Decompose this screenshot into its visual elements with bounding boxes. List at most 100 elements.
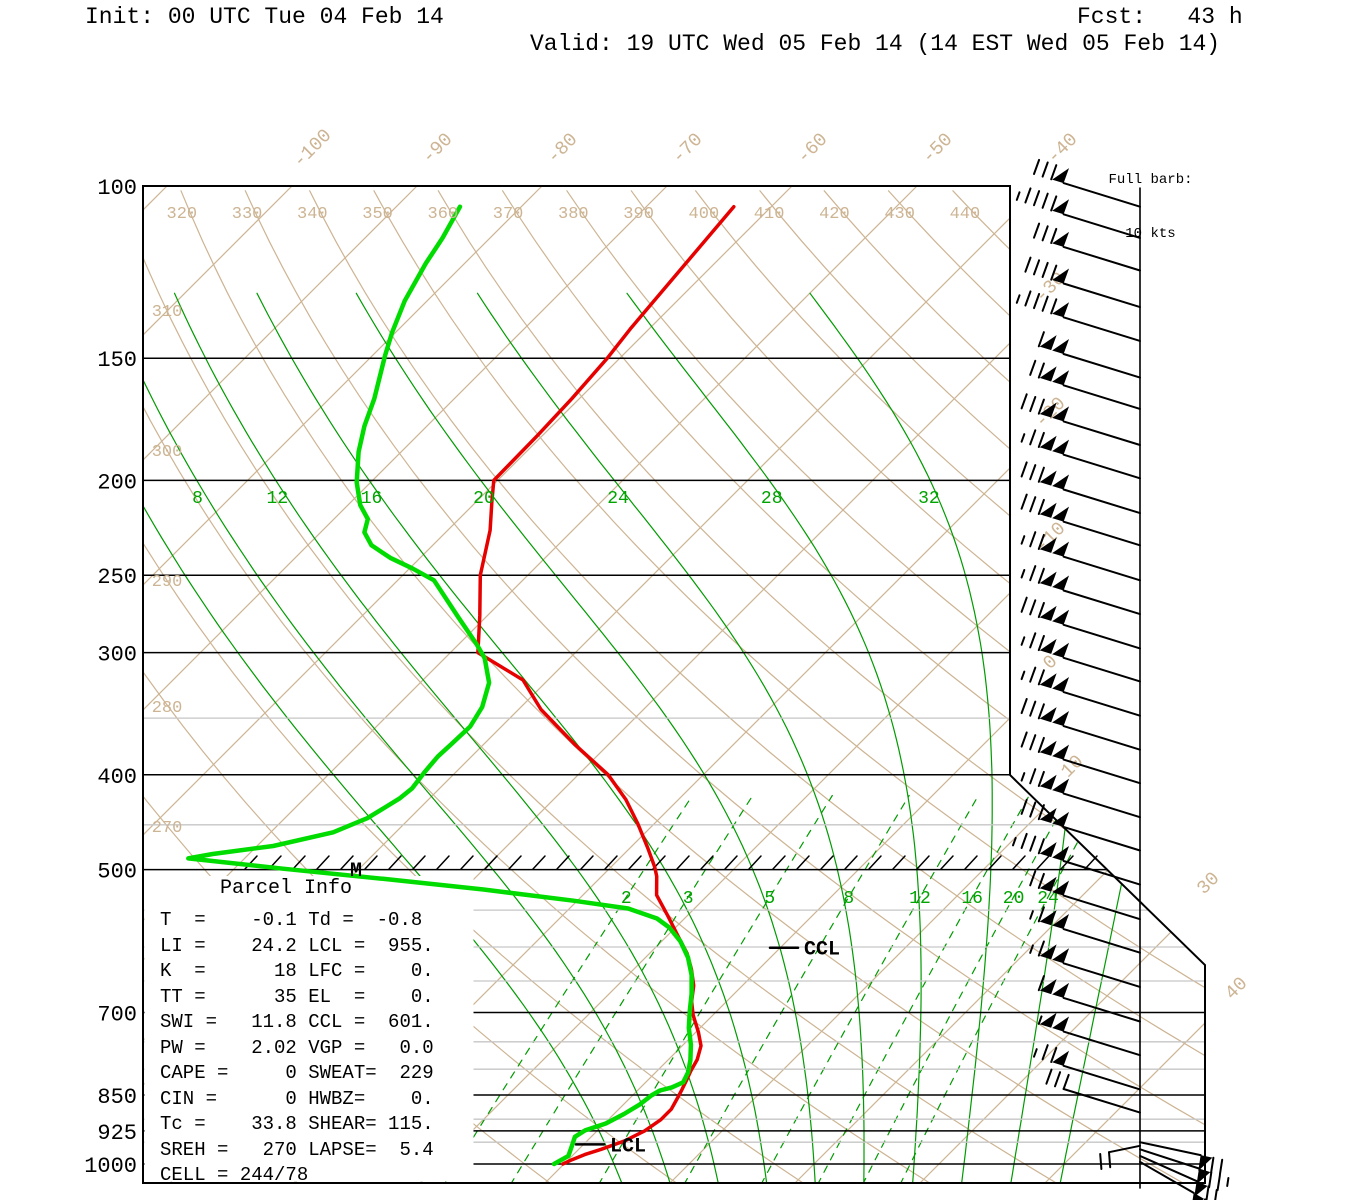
dry-adiabat-label-top: 360 — [428, 205, 459, 224]
moist-adiabat-label: 32 — [918, 489, 940, 509]
pressure-axis-label: 100 — [97, 176, 137, 201]
dry-adiabat-label-top: 370 — [493, 205, 524, 224]
temperature-curve — [476, 204, 736, 1166]
pressure-axis-label: 200 — [97, 470, 137, 495]
wind-barb — [1020, 698, 1141, 751]
dry-adiabat-label-top: 340 — [297, 205, 328, 224]
isotherm-label-top: -90 — [418, 129, 458, 169]
moist-adiabat-label: 12 — [267, 489, 289, 509]
isotherm-label-top: -100 — [289, 125, 337, 173]
ccl-marker: CCL — [804, 939, 840, 962]
dry-adiabat-label-top: 320 — [167, 205, 198, 224]
pressure-axis-label: 250 — [97, 565, 137, 590]
wind-barb — [1029, 940, 1141, 988]
dry-adiabat-label-left: 300 — [152, 443, 183, 462]
wind-barb — [1037, 331, 1141, 379]
wind-barb — [1139, 1141, 1224, 1176]
plot-border — [142, 185, 1206, 1184]
moist-adiabat-label: 24 — [607, 489, 629, 509]
wind-barb — [1020, 731, 1141, 785]
mixing-ratio-label: 2 — [621, 889, 632, 909]
forecast-hour-label: Fcst: 43 h — [1077, 4, 1243, 30]
parcel-info-row: CAPE = 0 SWEAT= 229 — [160, 1062, 434, 1084]
parcel-info-row: LI = 24.2 LCL = 955. — [160, 934, 434, 957]
dry-adiabat-label-top: 420 — [819, 205, 850, 224]
isotherm-label-right: 40 — [1221, 973, 1253, 1005]
mixing-ratio-label: 12 — [909, 889, 931, 909]
wind-barb — [1020, 768, 1141, 819]
wind-barb — [1020, 429, 1141, 480]
wind-barb — [1139, 1148, 1230, 1192]
pressure-axis-label: 400 — [97, 765, 137, 790]
isotherm-label-top: -80 — [543, 129, 583, 169]
isotherm-label-top: -50 — [918, 129, 958, 169]
mixing-ratio-label: 16 — [961, 889, 983, 909]
moist-adiabat-label: 8 — [192, 489, 203, 509]
pressure-axis-label: 150 — [97, 348, 137, 373]
dry-adiabat-label-left: 310 — [152, 303, 183, 322]
dry-adiabat-label-top: 330 — [232, 205, 263, 224]
dry-adiabat-label-top: 350 — [362, 205, 393, 224]
parcel-info-row: K = 18 LFC = 0. — [160, 960, 434, 982]
mixing-ratio-label: 3 — [683, 889, 694, 909]
barb-legend-line2: 10 kts — [1125, 226, 1176, 242]
wind-barb — [1020, 565, 1141, 616]
wind-barb — [1099, 1144, 1141, 1170]
max-wind-marker: M — [350, 860, 362, 883]
dry-adiabat-label-top: 440 — [950, 205, 981, 224]
mixing-ratio-label: 8 — [843, 889, 854, 909]
wind-barb — [1015, 290, 1141, 342]
pressure-axis-label: 925 — [97, 1121, 137, 1146]
wind-barb — [1020, 596, 1141, 650]
wind-barb — [1020, 461, 1141, 515]
parcel-info-row: T = -0.1 Td = -0.8 — [160, 909, 423, 931]
wind-barb — [1139, 1160, 1206, 1200]
pressure-axis-label: 300 — [97, 643, 137, 668]
pressure-axis-label: 700 — [97, 1003, 137, 1028]
isotherm-label-top: -70 — [668, 129, 708, 169]
pressure-axis-label: 500 — [97, 860, 137, 885]
wind-barb-column — [1012, 158, 1230, 1200]
wind-barb — [1020, 531, 1141, 582]
wind-barb — [1029, 870, 1141, 921]
mixing-ratio-label: 24 — [1037, 889, 1059, 909]
wind-barb — [1020, 666, 1141, 717]
wind-barb — [1024, 256, 1141, 309]
lcl-marker: LCL — [610, 1135, 646, 1158]
wind-barb-legend: Full barb: 10 kts — [1098, 135, 1203, 261]
hatched-level-500 — [244, 855, 1098, 870]
dry-adiabat-label-left: 290 — [152, 573, 183, 592]
isotherm-label-right: 30 — [1193, 868, 1225, 900]
wind-barb — [1029, 906, 1141, 954]
wind-barb — [1020, 493, 1141, 547]
moist-adiabat-label: 28 — [761, 489, 783, 509]
wind-barb — [1033, 1044, 1141, 1091]
parcel-info-box: T = -0.1 Td = -0.8 LI = 24.2 LCL = 955. K … — [160, 908, 434, 1189]
wind-barb — [1015, 187, 1141, 239]
wind-barb — [1020, 393, 1141, 446]
dry-adiabat-label-left: 280 — [152, 699, 183, 718]
moist-adiabat-label: 16 — [361, 489, 383, 509]
mixing-ratio-label: 20 — [1003, 889, 1025, 909]
parcel-info-panel — [144, 876, 474, 1182]
wind-barb — [1037, 1012, 1141, 1057]
parcel-info-row: SWI = 11.8 CCL = 601. — [160, 1011, 434, 1033]
isotherm-label-top: -60 — [793, 129, 833, 169]
wind-barb — [1037, 975, 1141, 1023]
pressure-axis-label: 850 — [97, 1085, 137, 1110]
valid-time-label: Valid: 19 UTC Wed 05 Feb 14 (14 EST Wed … — [530, 31, 1221, 57]
dry-adiabat-label-top: 430 — [884, 205, 915, 224]
barb-legend-line1: Full barb: — [1108, 172, 1193, 188]
wind-barb — [1033, 222, 1141, 272]
dry-adiabat-label-top: 380 — [558, 205, 589, 224]
parcel-info-row: PW = 2.02 VGP = 0.0 — [160, 1036, 434, 1059]
wind-barb — [1045, 1068, 1141, 1114]
wind-barb — [1020, 798, 1141, 852]
parcel-info-row: SREH = 270 LAPSE= 5.4 — [160, 1138, 434, 1161]
parcel-info-title: Parcel Info — [220, 877, 353, 900]
parcel-info-row: CIN = 0 HWBZ= 0. — [160, 1087, 434, 1110]
wind-barb — [1020, 632, 1141, 683]
wind-barb — [1029, 359, 1141, 410]
